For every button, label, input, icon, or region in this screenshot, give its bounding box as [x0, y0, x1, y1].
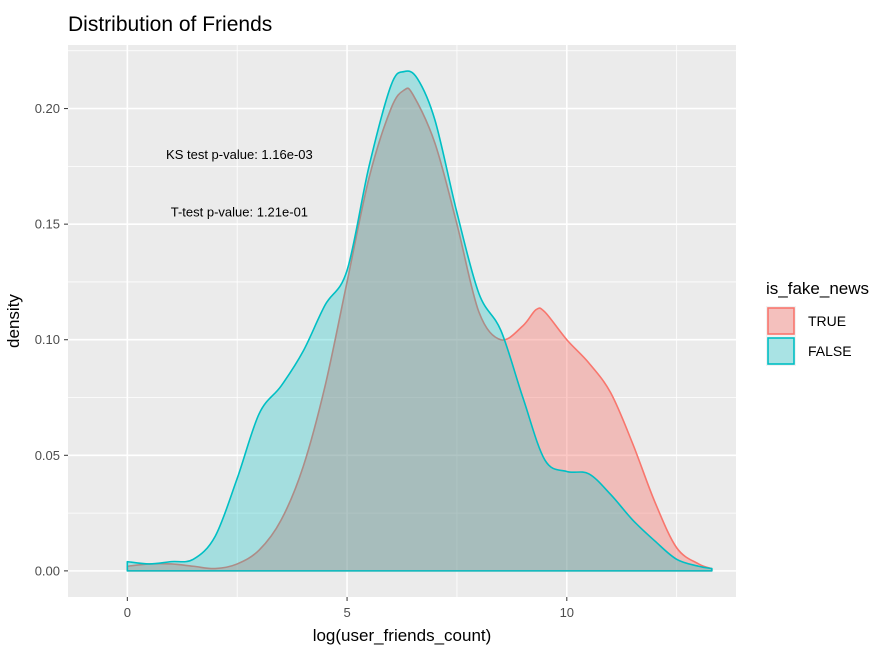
- density-area-false: [126, 70, 713, 572]
- y-axis: 0.00 0.05 0.10 0.15 0.20: [35, 101, 68, 578]
- y-tick-label: 0.15: [35, 217, 60, 232]
- legend-label-false: FALSE: [808, 343, 852, 359]
- legend-label-true: TRUE: [808, 313, 846, 329]
- y-tick-label: 0.10: [35, 332, 60, 347]
- legend-key-true: [767, 307, 795, 335]
- x-tick-label: 0: [124, 605, 131, 620]
- grid-minor: [68, 45, 736, 597]
- plot-panel: [68, 45, 736, 597]
- y-tick-label: 0.20: [35, 101, 60, 116]
- density-area-true: [126, 87, 713, 572]
- annotation-text: T-test p-value: 1.21e-01: [171, 205, 308, 220]
- y-axis-title: density: [4, 294, 23, 348]
- y-tick-label: 0.05: [35, 448, 60, 463]
- chart-title: Distribution of Friends: [68, 13, 272, 36]
- annotation-text: KS test p-value: 1.16e-03: [166, 147, 313, 162]
- legend-title: is_fake_news: [766, 279, 869, 298]
- legend-key-bg: [766, 336, 796, 366]
- y-tick-label: 0.00: [35, 563, 60, 578]
- x-axis-title: log(user_friends_count): [313, 626, 492, 645]
- series-layer: [126, 70, 713, 572]
- x-tick-label: 10: [560, 605, 574, 620]
- x-tick-label: 5: [343, 605, 350, 620]
- legend-key-false: [767, 337, 795, 365]
- x-axis: 0 5 10: [124, 597, 574, 620]
- annotation-layer: KS test p-value: 1.16e-03 T-test p-value:…: [166, 147, 313, 220]
- legend-key-bg: [766, 306, 796, 336]
- legend: is_fake_news TRUE FALSE: [766, 279, 869, 366]
